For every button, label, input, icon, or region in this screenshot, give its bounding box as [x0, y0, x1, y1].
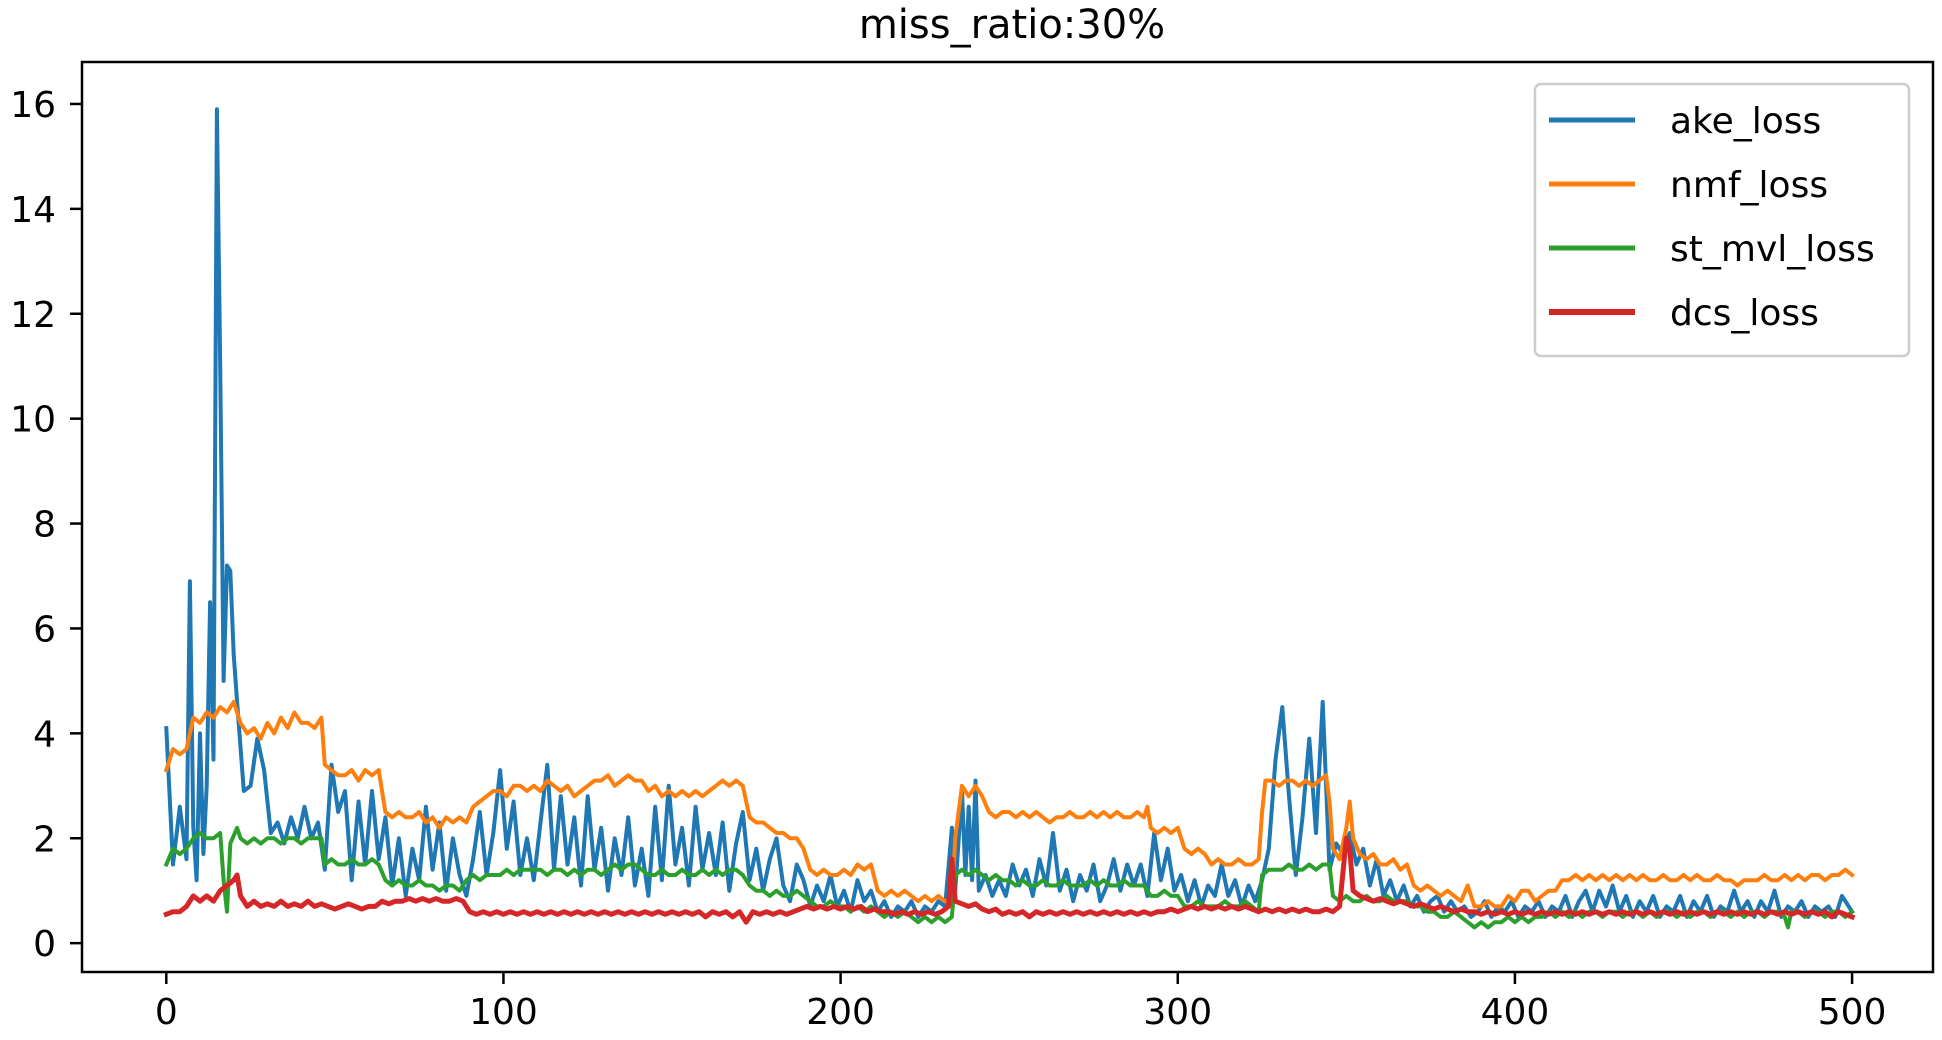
legend-label-st-mvl-loss: st_mvl_loss: [1670, 229, 1875, 270]
legend-label-nmf-loss: nmf_loss: [1670, 165, 1828, 206]
y-tick-label: 0: [33, 924, 56, 965]
legend-box: [1533, 82, 1911, 358]
y-tick-label: 14: [10, 190, 56, 231]
legend: ake_loss nmf_loss st_mvl_loss dcs_loss: [1533, 82, 1911, 358]
axes: 0 100 200 300 400 500 0 2 4 6 8 10 12 14 16: [10, 60, 1935, 1033]
x-tick-label: 300: [1143, 992, 1212, 1033]
plot-frame: [80, 60, 1935, 974]
y-tick-label: 2: [33, 819, 56, 860]
legend-label-ake-loss: ake_loss: [1670, 101, 1821, 142]
x-tick-label: 500: [1818, 992, 1887, 1033]
y-tick-label: 4: [33, 714, 56, 755]
x-tick-label: 200: [806, 992, 875, 1033]
series-line-nmf-loss: [163, 699, 1855, 909]
series-line-dcs-loss: [163, 835, 1856, 925]
y-tick-label: 16: [10, 85, 56, 126]
x-tick-label: 0: [155, 992, 178, 1033]
legend-label-dcs-loss: dcs_loss: [1670, 293, 1819, 334]
x-tick-label: 400: [1481, 992, 1550, 1033]
y-tick-label: 10: [10, 400, 56, 441]
x-tick-label: 100: [469, 992, 538, 1033]
y-tick-label: 8: [33, 505, 56, 546]
chart-title: miss_ratio:30%: [859, 2, 1165, 48]
y-tick-label: 6: [33, 609, 56, 650]
plot-area: [163, 107, 1856, 930]
y-tick-label: 12: [10, 295, 56, 336]
